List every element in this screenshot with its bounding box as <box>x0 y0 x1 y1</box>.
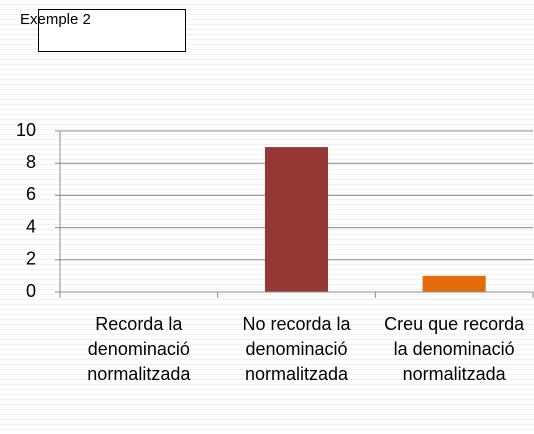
title-box <box>38 9 186 52</box>
chart-title: Exemple 2 <box>20 11 91 28</box>
y-tick-label: 2 <box>26 249 36 269</box>
y-tick-label: 0 <box>26 281 36 301</box>
y-tick-label: 6 <box>26 184 36 204</box>
y-tick-label: 4 <box>26 216 36 236</box>
y-tick-label: 10 <box>16 120 36 140</box>
bar <box>264 147 329 292</box>
x-tick-label: No recorda la denominació normalitzada <box>242 314 351 384</box>
bar <box>422 275 486 292</box>
x-tick-label: Creu que recorda la denominació normalit… <box>384 314 525 384</box>
y-tick-label: 8 <box>26 152 36 172</box>
x-tick-label: Recorda la denominació normalitzada <box>87 314 191 384</box>
